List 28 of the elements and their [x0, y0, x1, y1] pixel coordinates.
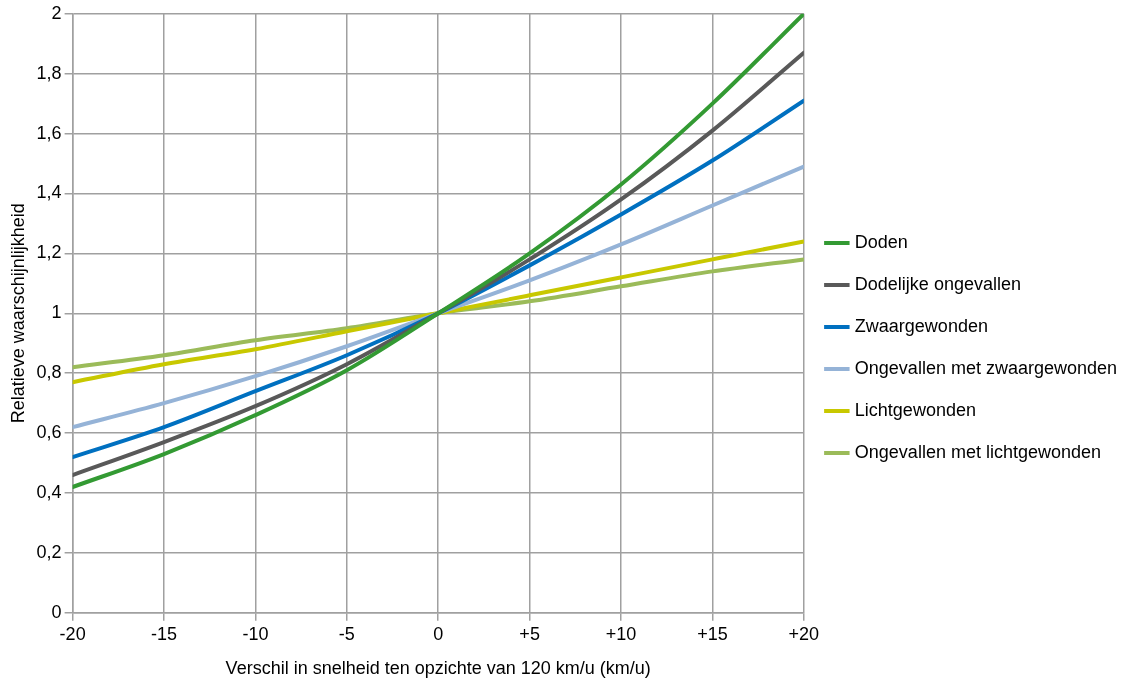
y-tick-label: 0,8: [36, 362, 62, 383]
x-tick-label: +20: [788, 623, 820, 644]
x-tick-label: -20: [59, 623, 86, 644]
legend-label: Ongevallen met lichtgewonden: [854, 441, 1101, 462]
y-tick-label: 1,4: [36, 182, 62, 203]
legend-label: Lichtgewonden: [854, 399, 976, 420]
x-tick-label: -5: [338, 623, 355, 644]
y-tick-label: 0,2: [36, 541, 62, 562]
x-axis-title: Verschil in snelheid ten opzichte van 120 km/u (km/u): [225, 658, 651, 679]
legend-label: Zwaargewonden: [854, 315, 988, 336]
y-tick-label: 0,6: [36, 422, 62, 443]
y-tick-label: 1,2: [36, 242, 62, 263]
y-tick-label: 1,6: [36, 122, 62, 143]
y-axis-title: Relatieve waarschijnlijkheid: [7, 203, 28, 424]
y-tick-label: 2: [51, 2, 62, 23]
y-tick-label: 0,4: [36, 481, 62, 502]
y-tick-label: 1,8: [36, 62, 62, 83]
x-tick-label: -10: [242, 623, 269, 644]
y-tick-label: 0: [51, 601, 62, 622]
legend-label: Ongevallen met zwaargewonden: [854, 357, 1118, 378]
x-tick-label: -15: [151, 623, 178, 644]
x-tick-label: +10: [605, 623, 637, 644]
legend-label: Dodelijke ongevallen: [854, 273, 1021, 294]
x-tick-label: 0: [433, 623, 444, 644]
legend-label: Doden: [854, 231, 908, 252]
x-tick-label: +15: [697, 623, 728, 644]
x-tick-label: +5: [519, 623, 540, 644]
y-tick-label: 1: [51, 302, 62, 323]
